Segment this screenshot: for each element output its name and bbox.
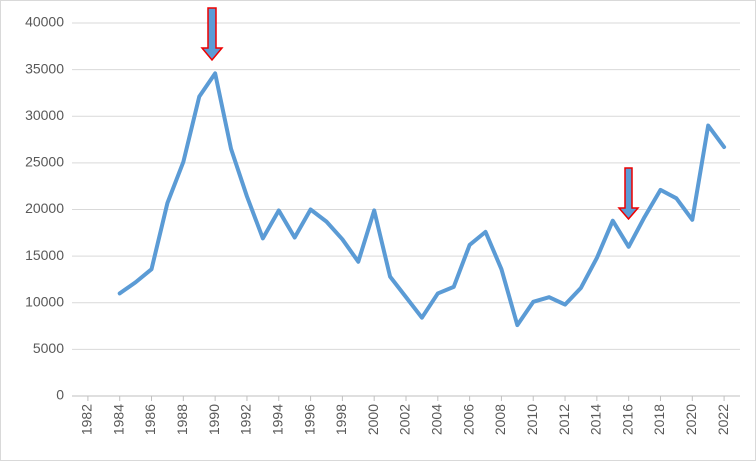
x-tick-label: 2018 [651,404,667,435]
y-tick-label: 10000 [25,293,64,309]
x-tick-label: 1984 [110,404,126,435]
y-tick-label: 0 [56,387,64,403]
x-tick-label: 1986 [142,404,158,435]
x-tick-label: 2016 [619,404,635,435]
x-tick-label: 2006 [460,404,476,435]
y-tick-label: 35000 [25,60,64,76]
x-tick-label: 2014 [588,404,604,435]
x-tick-label: 1982 [79,404,95,435]
x-tick-label: 1992 [238,404,254,435]
y-tick-label: 5000 [33,340,64,356]
x-tick-label: 1996 [301,404,317,435]
x-tick-label: 2004 [429,404,445,435]
annotation-arrow [617,167,640,221]
x-tick-label: 1988 [174,404,190,435]
y-tick-label: 15000 [25,247,64,263]
x-tick-label: 2020 [683,404,699,435]
annotation-arrow [200,7,224,62]
x-tick-label: 2000 [365,404,381,435]
x-tick-label: 1998 [333,404,349,435]
data-line [117,71,727,328]
y-tick-label: 30000 [25,107,64,123]
y-tick-label: 40000 [25,14,64,30]
x-tick-label: 2002 [397,404,413,435]
y-tick-label: 20000 [25,200,64,216]
x-tick-label: 2012 [556,404,572,435]
x-tick-label: 1994 [269,404,285,435]
x-tick-label: 2008 [492,404,508,435]
y-tick-label: 25000 [25,154,64,170]
x-tick-label: 2010 [524,404,540,435]
x-tick-label: 2022 [715,404,731,435]
x-tick-label: 1990 [206,404,222,435]
